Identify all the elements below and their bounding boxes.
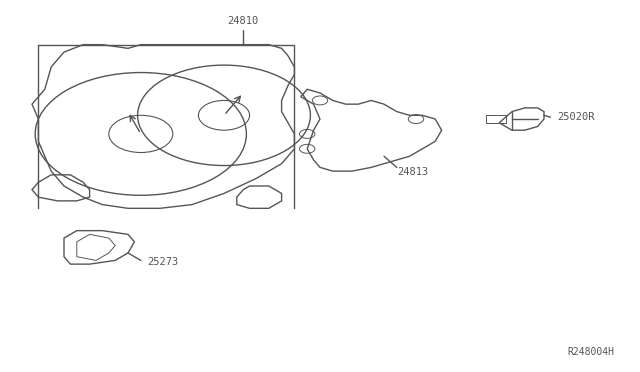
Bar bbox=[486, 115, 506, 123]
Text: 24813: 24813 bbox=[397, 167, 428, 177]
Text: 25020R: 25020R bbox=[557, 112, 595, 122]
Text: R248004H: R248004H bbox=[568, 347, 614, 357]
Text: 25273: 25273 bbox=[147, 257, 179, 267]
Text: 24810: 24810 bbox=[228, 16, 259, 26]
